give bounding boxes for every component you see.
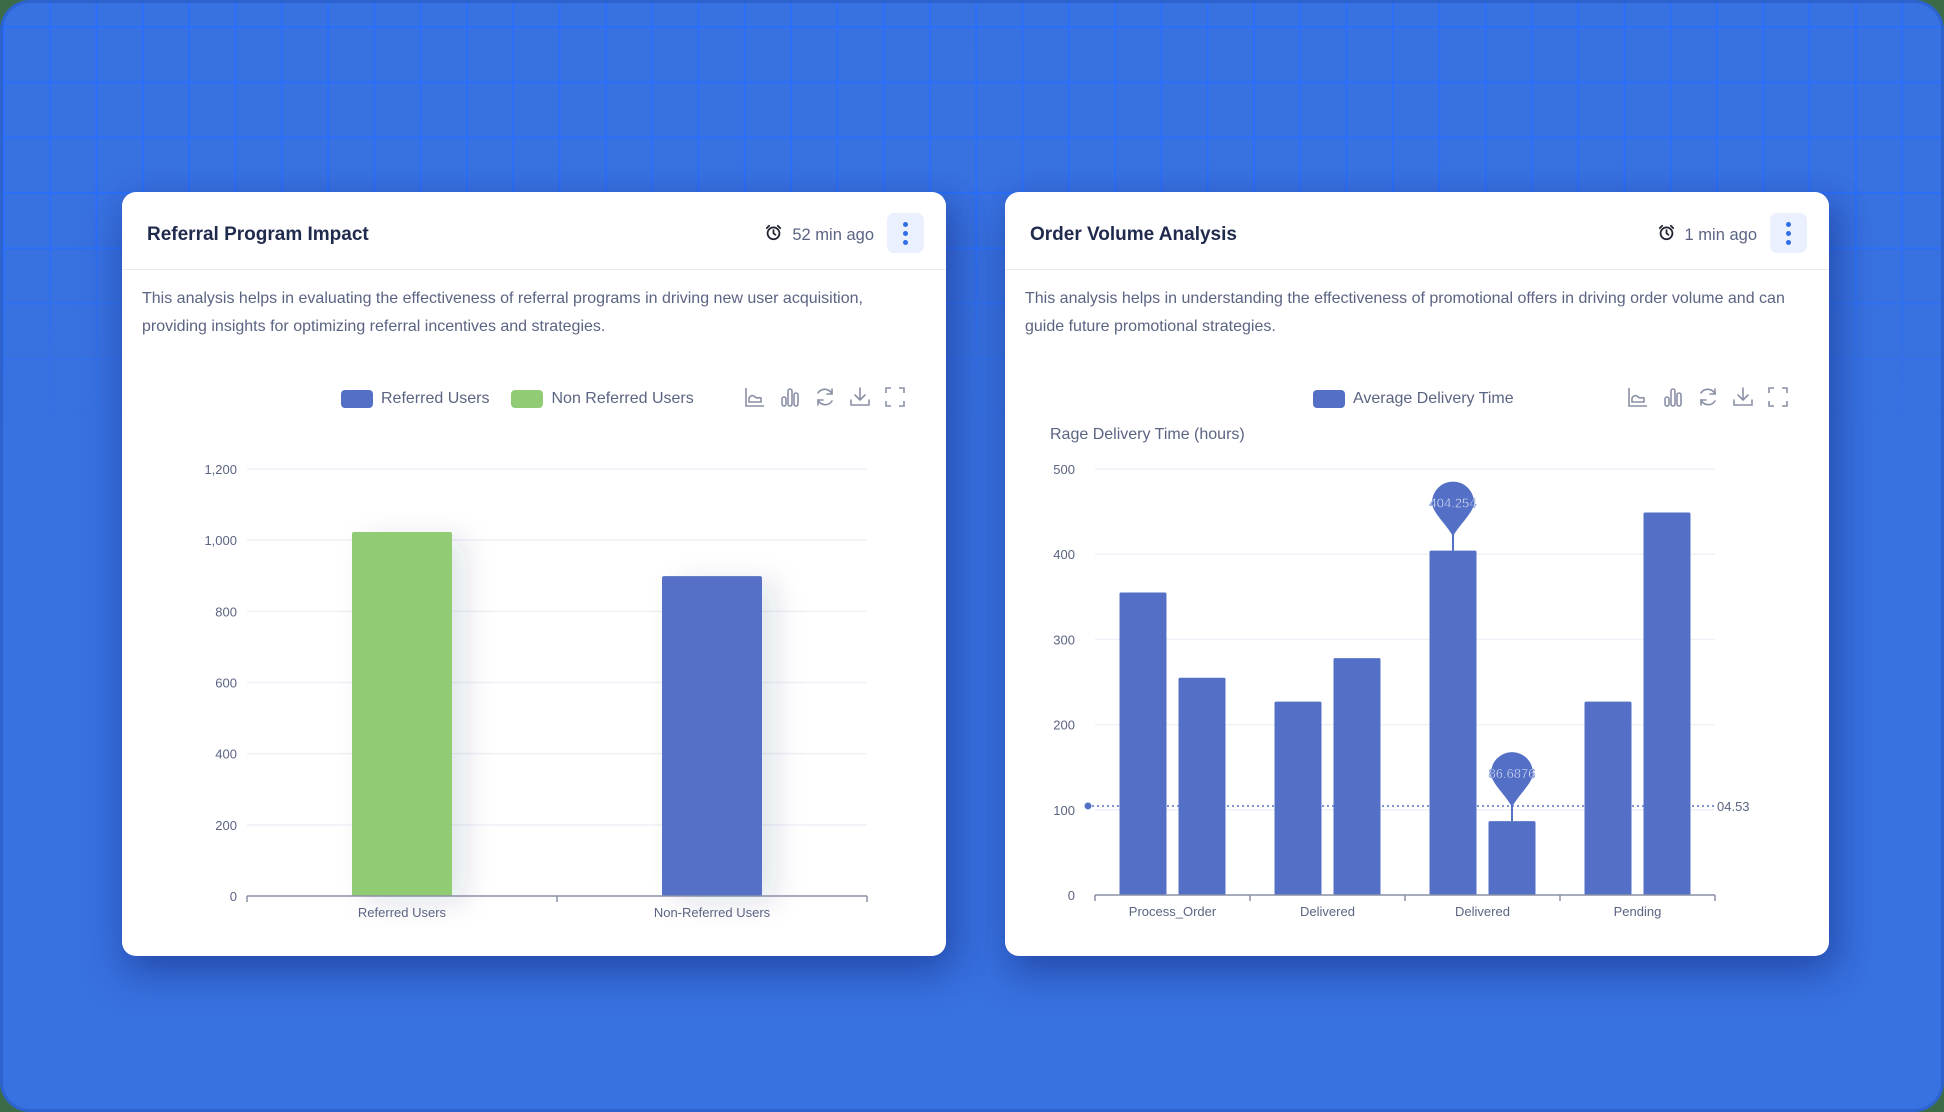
y-tick-label: 200 — [1053, 718, 1075, 733]
legend-swatch — [511, 390, 544, 408]
card-title: Referral Program Impact — [147, 224, 369, 245]
bar[interactable] — [1333, 658, 1381, 895]
pin-marker — [1491, 752, 1533, 808]
alarm-clock-icon — [1657, 223, 1676, 247]
x-tick-label: Referred Users — [358, 905, 447, 920]
alarm-clock-icon — [764, 223, 783, 247]
fullscreen-icon[interactable] — [1766, 385, 1790, 409]
delivery-time-bar-chart: 0 100 200 300 400 500 Process_Order Delivered De… — [1005, 192, 1829, 956]
y-tick-label: 1,000 — [204, 533, 237, 548]
dot — [903, 221, 908, 227]
last-updated: 1 min ago — [1657, 223, 1757, 247]
card-header: Order Volume Analysis 1 min ago — [1005, 192, 1829, 270]
fullscreen-icon[interactable] — [883, 385, 907, 409]
y-tick-label: 400 — [215, 747, 237, 762]
bar[interactable] — [1119, 592, 1167, 895]
bar[interactable] — [1643, 512, 1691, 895]
time-ago: 52 min ago — [792, 225, 874, 244]
dot — [903, 239, 908, 245]
chart-legend: Average Delivery Time — [1313, 390, 1514, 408]
referral-bar-chart: 0 200 400 600 800 1,000 1,200 Referred Users Non… — [122, 192, 946, 956]
chart-toolbox — [743, 385, 907, 409]
x-tick-label: Delivered — [1455, 904, 1510, 919]
y-tick-label: 0 — [230, 889, 237, 904]
x-tick-label: Process_Order — [1129, 904, 1217, 919]
refresh-icon[interactable] — [1696, 385, 1720, 409]
y-tick-label: 400 — [1053, 547, 1075, 562]
area-chart-icon[interactable] — [1626, 385, 1650, 409]
legend-item-referred-users[interactable]: Referred Users — [341, 390, 489, 408]
y-tick-label: 0 — [1068, 888, 1075, 903]
average-line-label: 04.53 — [1717, 799, 1750, 814]
bar[interactable] — [662, 576, 762, 896]
dot — [903, 230, 908, 236]
y-tick-label: 800 — [215, 604, 237, 619]
y-tick-label: 600 — [215, 676, 237, 691]
card-description: This analysis helps in evaluating the ef… — [142, 290, 863, 335]
y-tick-label: 200 — [215, 818, 237, 833]
legend-swatch — [1313, 390, 1345, 408]
card-header: Referral Program Impact 52 min ago — [122, 192, 946, 270]
card-title: Order Volume Analysis — [1030, 224, 1237, 245]
dot — [1786, 230, 1791, 236]
chart-legend: Referred Users Non Referred Users — [341, 390, 694, 408]
pin-label: 86.6876 — [1489, 766, 1536, 781]
y-tick-label: 1,200 — [204, 462, 237, 477]
y-tick-label: 500 — [1053, 462, 1075, 477]
more-options-button[interactable] — [1770, 213, 1807, 253]
download-icon[interactable] — [848, 385, 872, 409]
x-tick-label: Delivered — [1300, 904, 1355, 919]
y-axis-title: Rage Delivery Time (hours) — [1050, 426, 1245, 443]
legend-item-non-referred-users[interactable]: Non Referred Users — [511, 390, 694, 408]
refresh-icon[interactable] — [813, 385, 837, 409]
order-volume-card: Order Volume Analysis 1 min ago This ana… — [1005, 192, 1829, 956]
dot — [1786, 221, 1791, 227]
bar[interactable] — [1488, 821, 1536, 895]
pin-marker — [1432, 481, 1474, 537]
y-tick-label: 100 — [1053, 803, 1075, 818]
dot — [1786, 239, 1791, 245]
chart-toolbox — [1626, 385, 1790, 409]
legend-item-average-delivery-time[interactable]: Average Delivery Time — [1313, 390, 1514, 408]
legend-swatch — [341, 390, 373, 408]
y-tick-label: 300 — [1053, 632, 1075, 647]
area-chart-icon[interactable] — [743, 385, 767, 409]
bar[interactable] — [352, 531, 452, 896]
card-description: This analysis helps in understanding the… — [1025, 290, 1785, 335]
referral-program-card: Referral Program Impact 52 min ago This … — [122, 192, 946, 956]
bar[interactable] — [1274, 701, 1322, 895]
bar[interactable] — [1584, 701, 1632, 895]
download-icon[interactable] — [1731, 385, 1755, 409]
bar[interactable] — [1178, 677, 1226, 895]
chart-canvas: 0 100 200 300 400 500 Process_Order Delivered De… — [1053, 462, 1750, 919]
chart-canvas: 0 200 400 600 800 1,000 1,200 Referred Users Non… — [204, 462, 868, 920]
bar[interactable] — [1429, 550, 1477, 895]
x-tick-label: Pending — [1614, 904, 1662, 919]
bar-chart-icon[interactable] — [1661, 385, 1685, 409]
bar-chart-icon[interactable] — [778, 385, 802, 409]
more-options-button[interactable] — [887, 213, 924, 253]
time-ago: 1 min ago — [1684, 225, 1757, 244]
x-tick-label: Non-Referred Users — [654, 905, 771, 920]
average-line-marker — [1084, 802, 1092, 810]
pin-label: 404.254 — [1430, 496, 1477, 511]
legend-label: Average Delivery Time — [1353, 390, 1514, 407]
last-updated: 52 min ago — [764, 223, 874, 247]
legend-label: Referred Users — [381, 390, 490, 407]
legend-label: Non Referred Users — [551, 390, 694, 407]
